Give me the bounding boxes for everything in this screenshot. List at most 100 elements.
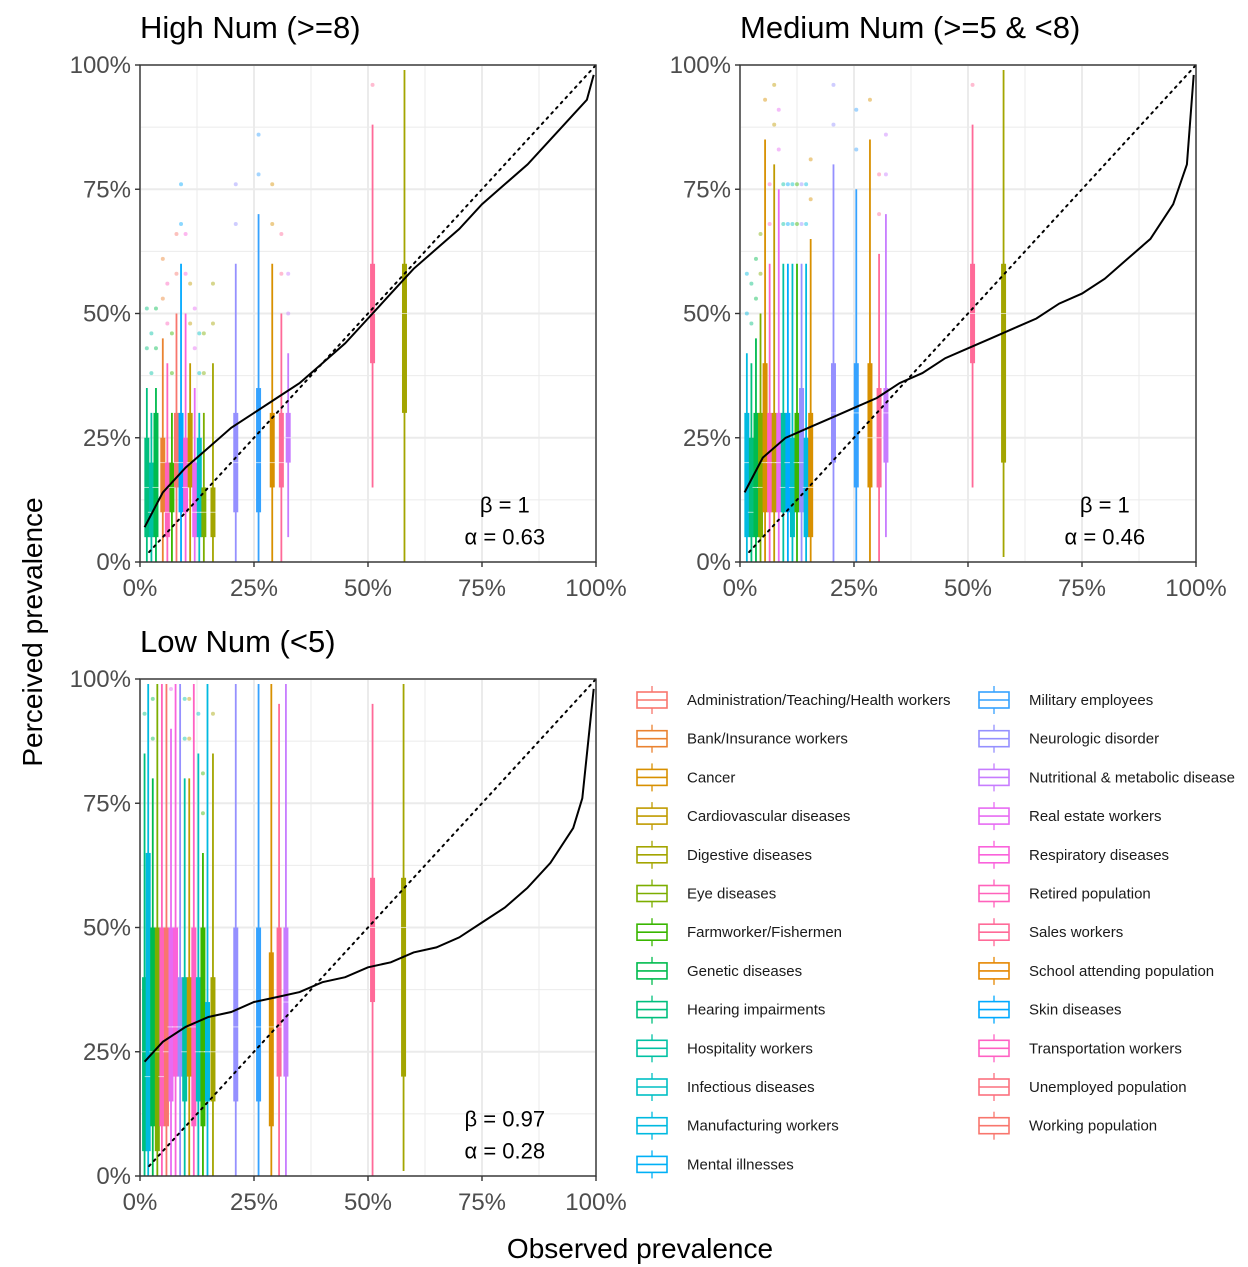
- legend-label: Transportation workers: [1029, 1040, 1182, 1057]
- boxplot: [875, 172, 883, 562]
- legend-item: Real estate workers: [978, 802, 1162, 831]
- outlier-point: [877, 172, 882, 177]
- box-iqr: [195, 977, 201, 1102]
- box-iqr: [401, 877, 407, 1077]
- outlier-point: [182, 736, 187, 741]
- outlier-point: [188, 281, 193, 286]
- boxplot: [209, 281, 217, 562]
- box-iqr: [160, 437, 166, 513]
- legend-label: Working population: [1029, 1118, 1157, 1135]
- x-axis-title: Observed prevalence: [507, 1233, 773, 1264]
- outlier-point: [781, 222, 786, 227]
- y-tick-label: 0%: [696, 549, 731, 576]
- outlier-point: [279, 231, 284, 236]
- legend-label: Unemployed population: [1029, 1079, 1187, 1096]
- box-iqr: [210, 977, 216, 1102]
- outlier-point: [804, 182, 809, 187]
- outlier-point: [192, 306, 197, 311]
- x-tick-label: 100%: [1165, 575, 1226, 602]
- outlier-point: [877, 212, 882, 217]
- legend-item: Cardiovascular diseases: [636, 802, 850, 831]
- boxplot: [757, 231, 765, 562]
- beta-label: β = 0.97: [465, 1106, 546, 1131]
- boxplots: [143, 69, 408, 562]
- outlier-point: [883, 172, 888, 177]
- outlier-point: [153, 306, 158, 311]
- y-tick-label: 75%: [83, 790, 131, 817]
- y-tick-label: 0%: [96, 549, 131, 576]
- x-tick-label: 25%: [830, 575, 878, 602]
- outlier-point: [210, 281, 215, 286]
- boxplot: [1000, 69, 1008, 558]
- x-tick-label: 100%: [565, 1189, 626, 1216]
- legend-label: Manufacturing workers: [687, 1118, 839, 1135]
- outlier-point: [188, 321, 193, 326]
- legend-item: Respiratory diseases: [978, 840, 1169, 869]
- y-tick-label: 50%: [83, 915, 131, 942]
- box-iqr: [748, 437, 754, 538]
- outlier-point: [883, 132, 888, 137]
- outlier-point: [144, 346, 149, 351]
- outlier-point: [854, 147, 859, 152]
- boxplot: [209, 711, 217, 1176]
- boxplot: [277, 231, 285, 562]
- boxplot: [168, 331, 176, 562]
- outlier-point: [763, 97, 768, 102]
- legend-item: Retired population: [978, 879, 1151, 908]
- outlier-point: [831, 82, 836, 87]
- box-iqr: [168, 927, 174, 1102]
- box-iqr: [163, 927, 169, 1127]
- boxplot: [172, 231, 180, 562]
- outlier-point: [790, 222, 795, 227]
- outlier-point: [187, 736, 192, 741]
- boxplot: [829, 82, 837, 562]
- alpha-label: α = 0.63: [464, 525, 545, 550]
- legend-label: Genetic diseases: [687, 963, 802, 980]
- boxplot: [770, 82, 778, 562]
- box-iqr: [192, 462, 198, 538]
- legend-label: Digestive diseases: [687, 847, 812, 864]
- box-iqr: [183, 437, 189, 513]
- outlier-point: [744, 311, 749, 316]
- outlier-point: [169, 371, 174, 376]
- box-iqr: [256, 388, 262, 513]
- boxplot: [232, 683, 240, 1176]
- box-iqr: [182, 977, 188, 1102]
- boxplot: [152, 306, 160, 562]
- legend-label: Skin diseases: [1029, 1002, 1122, 1019]
- outlier-point: [370, 82, 375, 87]
- legend-item: School attending population: [978, 956, 1214, 985]
- x-tick-label: 75%: [458, 1189, 506, 1216]
- box-iqr: [187, 412, 193, 488]
- boxplot: [282, 683, 290, 1176]
- legend-item: Hospitality workers: [636, 1034, 813, 1063]
- boxplot: [882, 132, 890, 538]
- box-iqr: [173, 927, 179, 1077]
- box-iqr: [148, 462, 154, 538]
- outlier-point: [270, 222, 275, 227]
- box-iqr: [233, 927, 239, 1102]
- outlier-point: [233, 182, 238, 187]
- legend-label: Cardiovascular diseases: [687, 808, 850, 825]
- legend-label: Retired population: [1029, 886, 1151, 903]
- panels: 0%0%25%25%50%50%75%75%100%100%High Num (…: [70, 10, 1227, 1216]
- boxplot: [181, 696, 189, 1176]
- outlier-point: [767, 222, 772, 227]
- outlier-point: [153, 346, 158, 351]
- legend-item: Infectious diseases: [636, 1073, 815, 1101]
- outlier-point: [197, 371, 202, 376]
- legend-item: Working population: [978, 1111, 1157, 1140]
- boxplot: [267, 683, 275, 1176]
- legend-label: Real estate workers: [1029, 808, 1162, 825]
- legend-item: Manufacturing workers: [636, 1111, 839, 1140]
- outlier-point: [201, 371, 206, 376]
- alpha-label: α = 0.46: [1064, 525, 1145, 550]
- fitted-curve: [143, 74, 595, 528]
- beta-label: β = 1: [480, 492, 530, 517]
- outlier-point: [286, 311, 291, 316]
- x-tick-label: 25%: [230, 575, 278, 602]
- legend-label: School attending population: [1029, 963, 1214, 980]
- outlier-point: [192, 346, 197, 351]
- outlier-point: [179, 222, 184, 227]
